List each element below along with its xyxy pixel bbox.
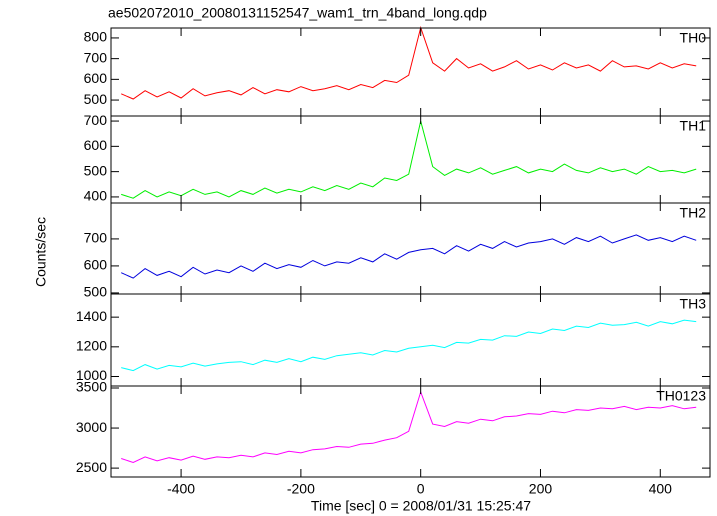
y-tick-label: 700 <box>84 112 108 128</box>
y-tick-label: 1200 <box>76 338 107 354</box>
y-tick-label: 1400 <box>76 308 107 324</box>
x-tick-label: 200 <box>529 481 553 497</box>
x-axis-label: Time [sec] 0 = 2008/01/31 15:25:47 <box>311 498 531 514</box>
panel-frame <box>110 27 711 117</box>
series-label: TH3 <box>680 296 707 312</box>
x-tick-label: -400 <box>167 481 195 497</box>
y-tick-label: 600 <box>84 257 108 273</box>
light-curve <box>120 234 697 279</box>
series-label: TH1 <box>680 118 707 134</box>
series-label: TH2 <box>680 205 707 221</box>
y-tick-label: 700 <box>84 49 108 65</box>
y-tick-label: 3500 <box>76 379 107 395</box>
light-curve <box>121 25 697 100</box>
y-axis-label: Counts/sec <box>33 217 49 287</box>
x-tick-label: -200 <box>287 481 315 497</box>
y-tick-label: 400 <box>84 188 108 204</box>
light-curve <box>121 120 697 199</box>
y-tick-label: 500 <box>84 162 108 178</box>
y-tick-label: 2500 <box>76 459 107 475</box>
light-curve <box>121 390 697 464</box>
panel-frame <box>110 202 711 295</box>
series-label: TH0 <box>680 30 707 46</box>
y-tick-label: 600 <box>84 70 108 86</box>
chart-title: ae502072010_20080131152547_wam1_trn_4ban… <box>108 5 487 21</box>
y-tick-label: 500 <box>84 284 108 300</box>
x-tick-label: 400 <box>649 481 673 497</box>
y-tick-label: 700 <box>84 230 108 246</box>
y-tick-label: 800 <box>84 29 108 45</box>
panel-frame <box>110 293 711 387</box>
y-tick-label: 500 <box>84 91 108 107</box>
series-label: TH0123 <box>656 388 706 404</box>
y-tick-label: 3000 <box>76 419 107 435</box>
x-tick-label: 0 <box>417 481 425 497</box>
y-tick-label: 1000 <box>76 367 107 383</box>
panel-frame <box>110 385 711 478</box>
panel-frame <box>110 115 711 204</box>
y-tick-label: 600 <box>84 137 108 153</box>
light-curve <box>121 319 697 372</box>
